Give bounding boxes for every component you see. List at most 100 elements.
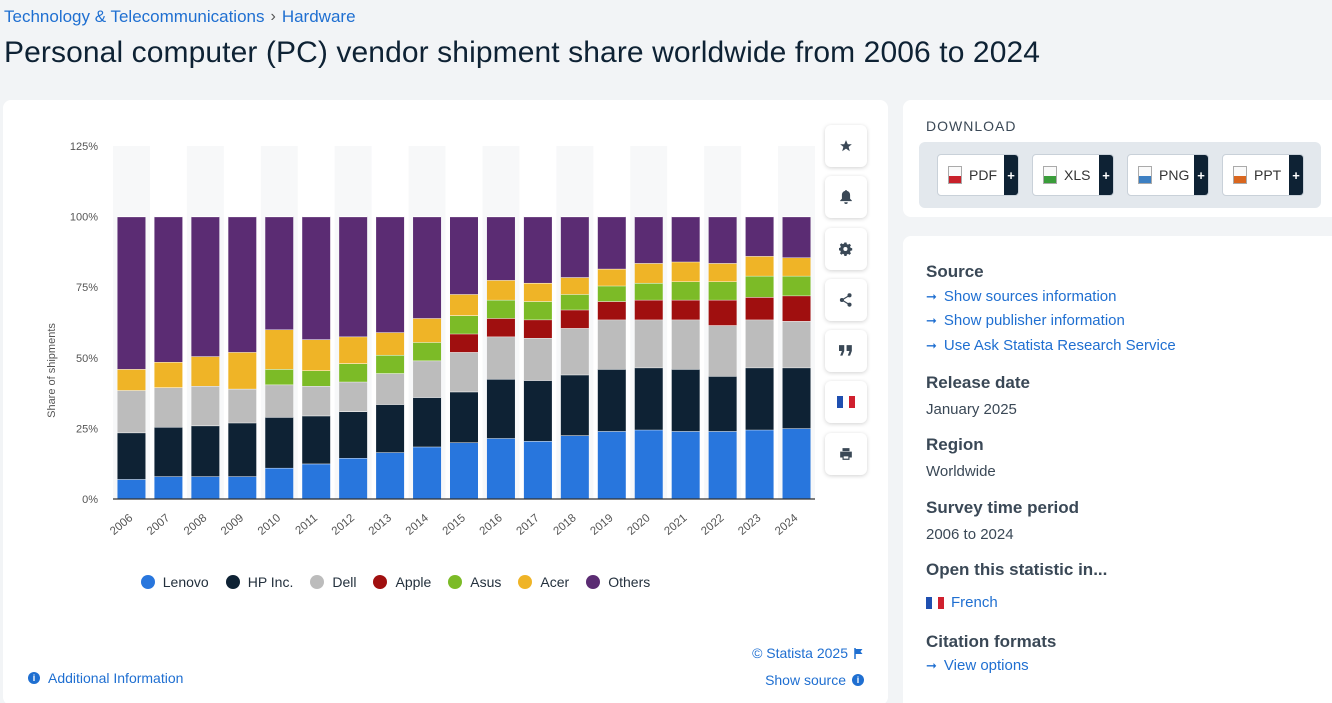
y-tick-label: 75% [76,282,98,294]
bar-hp-inc-2011 [302,415,331,464]
statista-copyright[interactable]: © Statista 2025 [752,645,864,661]
print-button[interactable] [825,432,867,475]
legend-label: Dell [332,574,357,590]
share-button[interactable] [825,278,867,321]
show-publisher-label: Show publisher information [943,312,1125,329]
bar-lenovo-2024 [782,428,811,499]
bar-acer-2018 [560,277,589,295]
bar-hp-inc-2007 [154,426,183,477]
legend-label: Apple [395,574,432,590]
bar-others-2023 [745,216,774,257]
bar-dell-2006 [117,390,146,433]
x-tick-label: 2019 [588,512,615,538]
legend-item-others[interactable]: Others [586,574,650,590]
x-tick-label: 2011 [293,512,320,537]
bar-acer-2010 [265,329,294,370]
bar-acer-2023 [745,256,774,276]
y-tick-label: 25% [76,423,98,435]
download-png-button[interactable]: PNG + [1127,154,1209,196]
legend-swatch [448,575,463,589]
bar-lenovo-2018 [560,435,589,499]
ask-statista-link[interactable]: ➞ Use Ask Statista Research Service [926,337,1176,354]
x-tick-label: 2014 [404,512,432,538]
bar-lenovo-2023 [745,429,774,499]
legend-item-lenovo[interactable]: Lenovo [140,574,209,590]
breadcrumb-subcategory[interactable]: Hardware [281,7,356,26]
bar-apple-2019 [597,301,626,320]
download-pdf-label: PDF [969,167,997,183]
print-icon [840,447,852,460]
bar-hp-inc-2018 [560,374,589,436]
y-tick-label: 50% [76,353,98,365]
bar-others-2013 [376,216,405,333]
bar-hp-inc-2019 [597,369,626,432]
download-ppt-button[interactable]: PPT + [1222,154,1304,196]
bar-dell-2021 [671,319,700,370]
breadcrumb-category[interactable]: Technology & Telecommunications [4,7,265,26]
bar-hp-inc-2015 [450,391,478,443]
plus-icon: + [1004,155,1018,195]
bar-lenovo-2010 [265,467,294,499]
bar-lenovo-2012 [339,458,368,499]
y-tick-label: 0% [82,494,98,506]
bar-apple-2018 [560,309,589,329]
additional-info-label: Additional Information [48,670,184,686]
plus-icon: + [1194,155,1208,195]
bar-dell-2008 [191,386,220,426]
bar-hp-inc-2020 [634,367,663,430]
x-tick-label: 2009 [219,512,246,538]
bar-acer-2011 [302,339,331,371]
info-icon: i [28,672,40,684]
bar-apple-2015 [450,333,478,353]
arrow-right-icon: ➞ [926,288,937,304]
legend-item-apple[interactable]: Apple [373,574,431,590]
survey-period-value: 2006 to 2024 [926,526,1014,543]
x-tick-label: 2023 [736,512,763,538]
legend-swatch [225,575,240,589]
cite-button[interactable] [825,330,867,373]
show-publisher-link[interactable]: ➞ Show publisher information [926,312,1125,329]
open-french-link[interactable]: French [926,594,998,611]
bar-asus-2018 [560,294,589,310]
download-xls-button[interactable]: XLS + [1032,154,1114,196]
info-icon: i [852,674,864,686]
legend-item-dell[interactable]: Dell [310,574,356,590]
bar-acer-2007 [154,362,183,388]
bar-others-2011 [302,216,331,340]
bar-apple-2020 [634,299,663,320]
download-pdf-button[interactable]: PDF + [937,154,1019,196]
bar-others-2006 [117,216,146,370]
bar-acer-2008 [191,356,220,387]
bar-acer-2006 [117,369,146,391]
settings-button[interactable] [825,227,867,270]
bar-acer-2016 [486,280,515,300]
bar-dell-2007 [154,387,183,427]
download-title: DOWNLOAD [926,118,1017,134]
show-source-link[interactable]: Show source i [765,672,864,688]
legend-item-asus[interactable]: Asus [448,574,501,590]
favorite-button[interactable] [825,125,867,167]
bar-others-2016 [486,216,515,281]
bar-others-2024 [782,216,811,258]
bar-apple-2024 [782,295,811,322]
download-buttons: PDF + XLS + PNG + PPT + [919,142,1321,208]
bar-acer-2022 [708,263,737,282]
additional-info-link[interactable]: i Additional Information [28,670,183,686]
notification-button[interactable] [825,176,867,219]
flag-icon [854,647,863,659]
copyright-label: © Statista 2025 [752,645,848,661]
bar-acer-2020 [634,263,663,283]
bar-hp-inc-2006 [117,432,146,480]
view-options-link[interactable]: ➞ View options [926,657,1029,674]
french-flag-icon [837,396,855,409]
language-button[interactable] [825,381,867,424]
open-statistic-heading: Open this statistic in... [926,560,1108,579]
bar-asus-2012 [339,363,368,382]
legend-item-hp-inc[interactable]: HP Inc. [225,574,293,590]
png-file-icon [1138,166,1152,184]
legend-item-acer[interactable]: Acer [518,574,569,590]
bar-others-2021 [671,216,700,262]
x-tick-label: 2020 [625,512,652,538]
legend-label: Asus [470,574,502,590]
show-sources-link[interactable]: ➞ Show sources information [926,288,1117,305]
